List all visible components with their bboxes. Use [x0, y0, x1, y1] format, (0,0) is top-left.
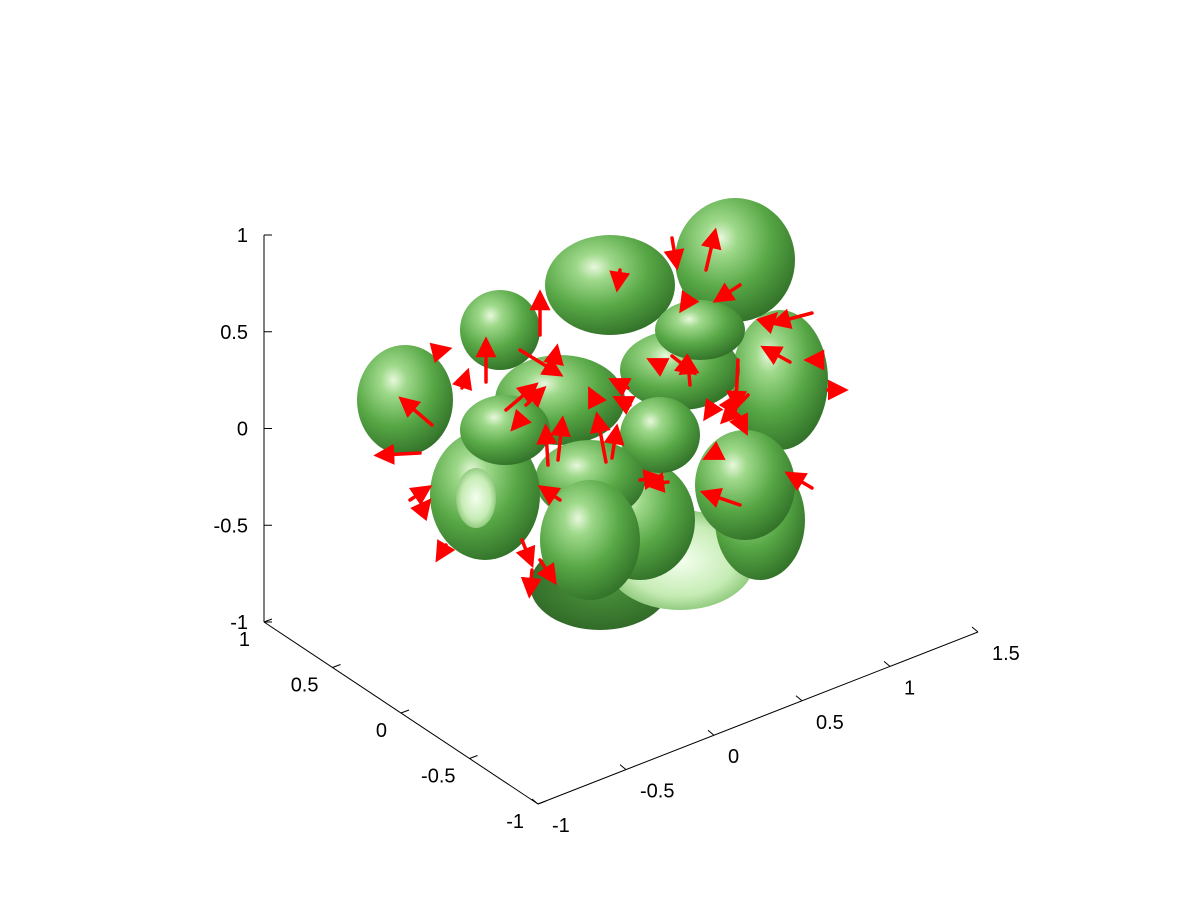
vector-arrow — [699, 488, 742, 508]
y-tick-label: 0.5 — [291, 675, 319, 697]
x-tick — [883, 661, 891, 667]
surface-blob — [655, 300, 745, 360]
x-axis-ticks: -1 -0.5 0 0.5 1 1.5 — [531, 626, 1020, 837]
vector-arrow — [435, 539, 456, 563]
x-tick — [795, 695, 803, 702]
z-tick-label: 0 — [237, 419, 248, 441]
vector-field — [373, 227, 849, 599]
surface-blob — [456, 468, 496, 528]
vector-arrow — [718, 392, 739, 416]
vector-arrow — [702, 441, 726, 460]
x-tick-label: -0.5 — [640, 781, 674, 803]
vector-arrow — [603, 423, 625, 460]
surface-blob — [540, 480, 640, 600]
surface-blob — [695, 430, 795, 540]
y-axis: 1 0.5 0 -0.5 -1 — [239, 618, 547, 833]
vector-arrow — [678, 353, 700, 387]
vector-arrow — [729, 412, 748, 436]
vector-arrow — [609, 268, 631, 293]
vector-arrow — [510, 408, 532, 432]
vector-arrow — [726, 358, 748, 412]
vector-arrow — [550, 415, 572, 462]
surface-blob — [357, 345, 453, 455]
isosurface — [357, 198, 828, 630]
z-tick-label: 0.5 — [220, 322, 248, 344]
vector-arrow — [646, 358, 670, 377]
vector-arrow — [760, 345, 792, 366]
vector-arrow — [784, 471, 814, 492]
vector-arrow — [410, 498, 432, 522]
vector-arrow — [769, 308, 814, 330]
y-tick-label: 1 — [239, 629, 250, 651]
vector-arrow — [452, 367, 473, 391]
x-tick-label: 1 — [904, 677, 915, 699]
x-tick-label: -1 — [552, 815, 570, 837]
z-axis: -1 -0.5 0 0.5 1 — [214, 225, 272, 634]
y-tick-label: 0 — [376, 720, 387, 742]
x-tick-label: 1.5 — [992, 643, 1020, 665]
y-tick-label: -0.5 — [421, 766, 455, 788]
vector-arrow — [589, 411, 611, 464]
surface-blob — [460, 395, 550, 465]
y-tick — [332, 664, 341, 668]
z-tick-label: 1 — [237, 225, 248, 247]
y-tick — [263, 618, 273, 623]
z-tick-label: -0.5 — [214, 515, 248, 537]
vector-arrow — [755, 311, 779, 335]
y-tick — [400, 709, 410, 714]
y-tick-label: -1 — [506, 811, 524, 833]
y-tick — [469, 755, 478, 759]
vector-arrow — [523, 386, 547, 409]
vector-arrow — [429, 342, 453, 364]
vector-arrow — [537, 485, 562, 506]
vector-arrow — [373, 443, 422, 465]
vector-arrow — [543, 343, 564, 374]
vector-arrow — [408, 485, 433, 506]
x-tick — [707, 729, 715, 736]
vector-arrow — [608, 378, 632, 397]
y-axis-ticks: 1 0.5 0 -0.5 -1 — [239, 618, 547, 833]
x-tick-label: 0.5 — [816, 712, 844, 734]
x-tick — [971, 626, 979, 633]
z-tick-label: -1 — [230, 612, 248, 634]
x-tick-label: 0 — [728, 746, 739, 768]
z-axis-ticks: -1 -0.5 0 0.5 1 — [214, 225, 272, 634]
surface-blob — [732, 310, 828, 450]
vector-arrow — [663, 236, 685, 271]
vector-arrow — [398, 396, 434, 427]
vector-arrow — [588, 386, 607, 410]
vector-arrow — [679, 289, 700, 314]
vector-arrow — [515, 538, 536, 569]
surface-blob — [545, 235, 675, 335]
vector-arrow — [536, 423, 558, 467]
vector-arrow — [612, 396, 636, 415]
vector-arrow — [703, 397, 724, 422]
surface-blob — [620, 397, 700, 473]
vector-arrow — [536, 558, 557, 586]
vector-arrow — [638, 469, 665, 490]
x-tick — [531, 798, 539, 805]
vector-arrow — [518, 348, 564, 377]
x-axis: -1 -0.5 0 0.5 1 1.5 — [531, 626, 1020, 837]
surface-blob — [460, 290, 540, 370]
vector-arrow — [712, 282, 742, 303]
vector-arrow — [520, 568, 542, 599]
vector-arrow — [643, 472, 670, 493]
vector-arrow — [670, 354, 697, 376]
x-tick — [619, 764, 627, 770]
vector-arrow — [700, 227, 722, 272]
